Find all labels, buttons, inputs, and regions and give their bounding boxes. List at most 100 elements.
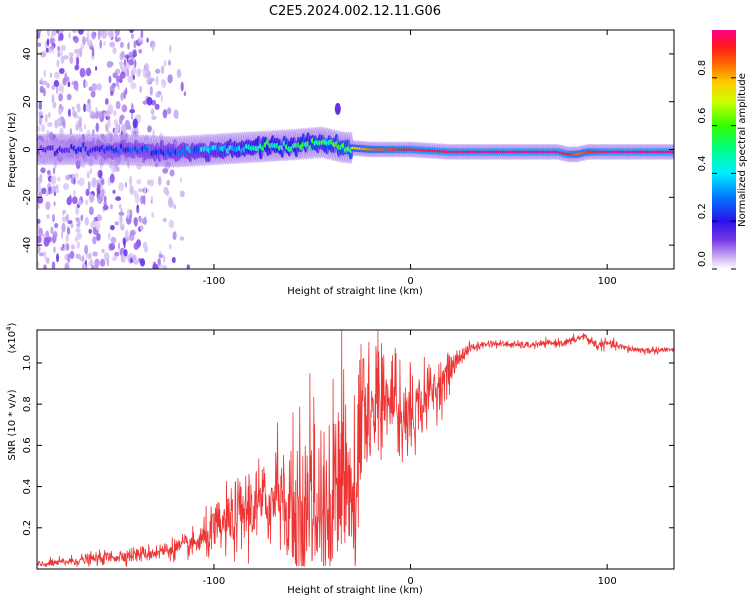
noise-blob	[114, 221, 120, 226]
spectrogram-x-tick-label: -100	[203, 276, 226, 287]
noise-blob	[121, 104, 128, 113]
noise-blob	[72, 111, 78, 117]
noise-blob	[143, 70, 146, 77]
noise-blob	[142, 241, 148, 250]
noise-blob	[126, 254, 131, 259]
noise-blob	[132, 49, 137, 54]
noise-blob	[51, 30, 57, 37]
noise-blob	[45, 257, 50, 264]
noise-blob	[167, 107, 172, 115]
colorbar: 0.0 0.2 0.4 0.6 0.8 Normalized spectral ampl…	[697, 30, 748, 270]
noise-blob	[57, 176, 61, 182]
noise-blob	[151, 195, 154, 201]
noise-blob	[61, 230, 64, 240]
snr-x-tick-label: -100	[203, 576, 226, 587]
noise-blob	[138, 49, 143, 54]
noise-blob	[180, 81, 184, 92]
noise-blob	[146, 37, 149, 43]
noise-blob	[149, 179, 155, 187]
noise-blob	[69, 128, 73, 136]
snr-x-tick-label: 100	[598, 576, 617, 587]
noise-blob	[96, 83, 102, 91]
noise-blob	[67, 253, 71, 263]
noise-blob	[37, 196, 44, 204]
noise-blob	[88, 228, 92, 234]
snr-y-multiplier: (x104)	[5, 322, 18, 353]
noise-blob	[114, 30, 120, 36]
noise-blob	[103, 252, 110, 261]
snr-ticks: -100 0 100 0.2 0.4 0.6 0.8 1.0	[22, 330, 674, 587]
noise-blob	[107, 118, 111, 128]
noise-blob	[128, 51, 134, 57]
ridge-core	[671, 150, 674, 154]
noise-blob	[115, 100, 121, 110]
noise-blob	[67, 108, 71, 117]
noise-blob	[51, 261, 56, 269]
noise-blob	[41, 187, 47, 195]
noise-blob	[132, 74, 135, 80]
noise-blob	[77, 103, 81, 113]
noise-blob	[163, 255, 166, 263]
noise-blob	[78, 47, 83, 58]
noise-blob	[133, 242, 140, 251]
noise-blob	[67, 81, 71, 88]
noise-blob	[37, 42, 42, 47]
noise-blob	[87, 39, 93, 45]
noise-blob	[73, 190, 76, 196]
noise-blob	[76, 241, 81, 250]
noise-blob	[37, 176, 40, 185]
noise-blob	[67, 227, 71, 235]
noise-blob	[110, 225, 115, 231]
noise-blob	[59, 32, 64, 41]
noise-blob	[179, 190, 185, 198]
noise-blob	[168, 219, 175, 229]
noise-blob	[138, 217, 144, 223]
noise-blob	[39, 173, 43, 184]
noise-blob	[118, 61, 124, 66]
noise-blob	[71, 196, 78, 205]
noise-blob	[92, 236, 97, 245]
noise-blob	[109, 243, 115, 251]
noise-blob	[156, 75, 159, 84]
noise-blob	[91, 83, 98, 91]
noise-blob	[63, 55, 69, 60]
snr-x-tick-label: 0	[407, 576, 413, 587]
noise-blob	[120, 92, 124, 101]
noise-blob	[101, 188, 105, 198]
noise-blob	[45, 201, 51, 211]
noise-blob	[54, 222, 59, 229]
noise-blob	[60, 44, 66, 52]
noise-blob	[43, 264, 47, 269]
noise-blob	[86, 170, 90, 179]
spectrogram-ticks: -100 0 100 -40 -20 0 20 40	[22, 30, 674, 287]
noise-blob	[139, 85, 142, 93]
noise-blob	[109, 173, 115, 184]
snr-y-tick-label: 0.8	[22, 396, 33, 412]
noise-blob	[129, 30, 134, 34]
noise-blob	[90, 111, 96, 119]
noise-blob	[112, 256, 118, 261]
noise-blob	[74, 64, 80, 71]
snr-y-tick-label: 0.6	[22, 437, 33, 453]
noise-blob	[63, 209, 67, 214]
noise-blob	[171, 256, 176, 264]
noise-blob	[86, 67, 92, 77]
noise-blob	[130, 252, 133, 258]
noise-blob	[112, 47, 117, 55]
noise-blob	[75, 227, 81, 233]
noise-blob	[38, 116, 43, 126]
noise-blob	[74, 237, 79, 242]
noise-blob	[68, 32, 71, 39]
noise-blob	[60, 50, 63, 57]
noise-blob	[64, 254, 68, 261]
snr-x-axis-label: Height of straight line (km)	[287, 585, 423, 596]
noise-blob	[95, 106, 98, 113]
noise-blob	[79, 67, 86, 78]
noise-blob	[40, 167, 46, 174]
noise-blob	[46, 30, 50, 35]
snr-frame	[36, 329, 675, 570]
noise-blob	[143, 64, 147, 70]
snr-y-tick-label: 0.2	[22, 520, 33, 536]
noise-blob	[95, 122, 100, 133]
noise-blob	[124, 181, 128, 188]
